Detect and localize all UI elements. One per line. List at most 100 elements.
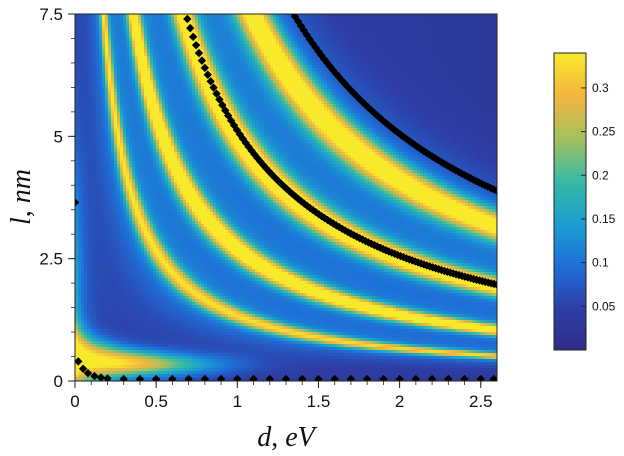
heatmap-cell	[153, 47, 157, 51]
heatmap-cell	[438, 107, 442, 111]
heatmap-cell	[84, 71, 88, 75]
heatmap-cell	[336, 116, 340, 120]
heatmap-cell	[156, 32, 160, 36]
heatmap-cell	[477, 95, 481, 99]
heatmap-cell	[273, 86, 277, 90]
heatmap-cell	[120, 92, 124, 96]
heatmap-cell	[186, 113, 190, 117]
heatmap-cell	[432, 17, 436, 21]
heatmap-cell	[153, 62, 157, 66]
heatmap-cell	[384, 65, 388, 69]
heatmap-cell	[141, 68, 145, 72]
heatmap-cell	[489, 62, 493, 66]
heatmap-cell	[381, 98, 385, 102]
heatmap-cell	[186, 107, 190, 111]
heatmap-cell	[150, 92, 154, 96]
heatmap-cell	[462, 83, 466, 87]
heatmap-cell	[351, 26, 355, 30]
heatmap-cell	[123, 17, 127, 21]
heatmap-cell	[369, 56, 373, 60]
heatmap-cell	[438, 29, 442, 33]
heatmap-cell	[234, 101, 238, 105]
heatmap-cell	[327, 23, 331, 27]
heatmap-cell	[234, 26, 238, 30]
heatmap-cell	[81, 29, 85, 33]
heatmap-cell	[405, 110, 409, 114]
heatmap-cell	[84, 77, 88, 81]
heatmap-cell	[189, 89, 193, 93]
heatmap-cell	[258, 44, 262, 48]
heatmap-cell	[228, 56, 232, 60]
heatmap-cell	[402, 71, 406, 75]
heatmap-cell	[279, 71, 283, 75]
heatmap-cell	[201, 89, 205, 93]
heatmap-cell	[222, 14, 226, 18]
heatmap-cell	[192, 77, 196, 81]
heatmap-cell	[471, 47, 475, 51]
heatmap-cell	[129, 38, 133, 42]
heatmap-cell	[492, 14, 496, 18]
heatmap-cell	[444, 104, 448, 108]
heatmap-cell	[105, 50, 109, 54]
heatmap-cell	[297, 53, 301, 57]
heatmap-cell	[240, 65, 244, 69]
heatmap-cell	[237, 77, 241, 81]
heatmap-cell	[351, 32, 355, 36]
heatmap-cell	[102, 95, 106, 99]
heatmap-cell	[351, 104, 355, 108]
heatmap-cell	[222, 89, 226, 93]
heatmap-cell	[105, 71, 109, 75]
heatmap-cell	[405, 41, 409, 45]
heatmap-cell	[156, 83, 160, 87]
heatmap-cell	[255, 14, 259, 18]
heatmap-cell	[249, 68, 253, 72]
heatmap-cell	[129, 44, 133, 48]
heatmap-cell	[381, 23, 385, 27]
heatmap-cell	[375, 23, 379, 27]
heatmap-cell	[123, 119, 127, 123]
heatmap-cell	[486, 59, 490, 63]
heatmap-cell	[489, 32, 493, 36]
heatmap-cell	[84, 29, 88, 33]
heatmap-cell	[471, 65, 475, 69]
heatmap-cell	[267, 59, 271, 63]
heatmap-cell	[186, 53, 190, 57]
heatmap-cell	[90, 47, 94, 51]
heatmap-cell	[165, 56, 169, 60]
heatmap-cell	[234, 77, 238, 81]
heatmap-cell	[465, 116, 469, 120]
heatmap-cell	[153, 110, 157, 114]
heatmap-cell	[135, 29, 139, 33]
heatmap-cell	[471, 68, 475, 72]
heatmap-cell	[240, 92, 244, 96]
heatmap-cell	[174, 119, 178, 123]
heatmap-cell	[465, 23, 469, 27]
heatmap-cell	[423, 41, 427, 45]
heatmap-cell	[339, 68, 343, 72]
heatmap-cell	[462, 17, 466, 21]
heatmap-cell	[174, 35, 178, 39]
heatmap-cell	[156, 20, 160, 24]
heatmap-cell	[489, 71, 493, 75]
heatmap-cell	[327, 77, 331, 81]
heatmap-cell	[417, 44, 421, 48]
heatmap-cell	[99, 62, 103, 66]
heatmap-cell	[492, 47, 496, 51]
heatmap-cell	[333, 38, 337, 42]
heatmap-cell	[447, 116, 451, 120]
heatmap-cell	[423, 89, 427, 93]
heatmap-cell	[447, 47, 451, 51]
heatmap-cell	[93, 116, 97, 120]
heatmap-cell	[225, 56, 229, 60]
heatmap-cell	[252, 89, 256, 93]
heatmap-cell	[330, 20, 334, 24]
heatmap-cell	[111, 119, 115, 123]
heatmap-cell	[471, 17, 475, 21]
heatmap-cell	[357, 20, 361, 24]
heatmap-cell	[402, 59, 406, 63]
heatmap-cell	[84, 32, 88, 36]
heatmap-cell	[135, 23, 139, 27]
heatmap-cell	[372, 56, 376, 60]
heatmap-cell	[291, 53, 295, 57]
heatmap-cell	[138, 74, 142, 78]
